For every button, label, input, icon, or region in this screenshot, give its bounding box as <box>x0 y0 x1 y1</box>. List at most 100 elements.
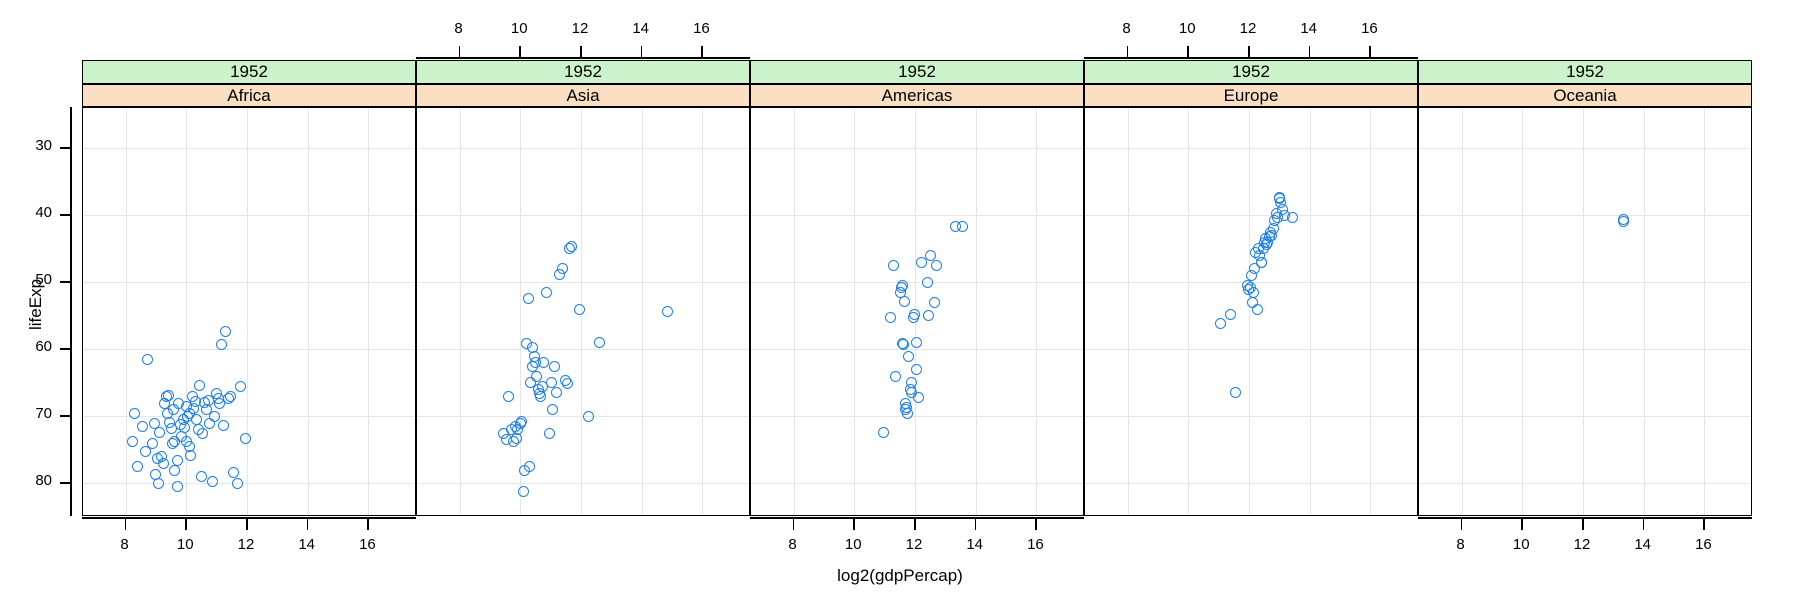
gridline-vertical <box>368 108 370 515</box>
data-point <box>132 461 144 473</box>
gridline-horizontal <box>1419 148 1751 150</box>
x-tick-label: 10 <box>844 536 862 553</box>
x-tick-mark <box>519 46 521 58</box>
x-tick-label: 14 <box>1634 536 1652 553</box>
data-point <box>888 260 900 272</box>
data-point <box>877 427 889 439</box>
x-tick-label: 8 <box>788 536 797 553</box>
strip-year: 1952 <box>750 60 1084 84</box>
data-point <box>1214 318 1226 330</box>
x-tick-mark <box>579 46 582 58</box>
strip-continent-label: Americas <box>881 85 953 105</box>
strip-year-label: 1952 <box>898 62 936 81</box>
x-tick-mark <box>853 518 855 530</box>
data-point <box>929 296 941 308</box>
data-point <box>217 420 229 432</box>
gridline-horizontal <box>83 416 415 418</box>
gridline-horizontal <box>751 349 1083 351</box>
gridline-horizontal <box>83 483 415 485</box>
strip-year-label: 1952 <box>564 62 602 81</box>
gridline-horizontal <box>417 215 749 217</box>
data-point <box>915 256 927 268</box>
strip-continent: Europe <box>1084 84 1418 107</box>
strip-continent-label: Asia <box>566 85 600 105</box>
data-point <box>551 386 563 398</box>
x-tick-label: 16 <box>1361 20 1378 37</box>
data-point <box>126 435 138 447</box>
gridline-horizontal <box>1085 416 1417 418</box>
gridline-vertical <box>793 108 795 515</box>
data-point <box>546 404 558 416</box>
y-tick-mark <box>60 281 70 283</box>
gridline-horizontal <box>751 483 1083 485</box>
data-point <box>235 380 247 392</box>
x-tick-mark <box>1035 518 1037 530</box>
data-point <box>540 286 552 298</box>
gridline-horizontal <box>1419 215 1751 217</box>
x-tick-mark <box>1187 46 1189 58</box>
x-tick-label: 16 <box>1027 536 1044 553</box>
data-point <box>1618 213 1630 225</box>
plot-panel <box>82 107 416 516</box>
data-point <box>529 357 541 369</box>
data-point <box>215 338 227 350</box>
x-tick-mark <box>792 518 795 530</box>
gridline-vertical <box>1127 108 1129 515</box>
gridline-vertical <box>1582 108 1584 515</box>
data-point <box>921 276 933 288</box>
data-point <box>208 410 220 422</box>
data-point <box>194 380 206 392</box>
x-tick-mark <box>913 518 916 530</box>
data-point <box>154 427 166 439</box>
x-tick-mark <box>1369 46 1371 58</box>
x-tick-label: 12 <box>1239 20 1257 37</box>
facet-panel: 1952 Africa <box>82 60 416 516</box>
gridline-horizontal <box>1419 282 1751 284</box>
gridline-horizontal <box>417 483 749 485</box>
gridline-vertical <box>1309 108 1311 515</box>
data-point <box>1251 303 1263 315</box>
gridline-vertical <box>975 108 977 515</box>
plot-panel <box>1418 107 1752 516</box>
x-axis-line-top <box>416 57 750 59</box>
gridline-vertical <box>1036 108 1038 515</box>
data-point <box>898 295 910 307</box>
strip-year: 1952 <box>1418 60 1752 84</box>
strip-year: 1952 <box>82 60 416 84</box>
data-point <box>169 464 181 476</box>
data-point <box>566 240 578 252</box>
x-tick-label: 14 <box>298 536 316 553</box>
data-point <box>896 280 908 292</box>
data-point <box>525 377 537 389</box>
data-point <box>912 392 924 404</box>
data-point <box>923 309 935 321</box>
data-point <box>197 428 209 440</box>
strip-continent-label: Oceania <box>1553 85 1617 105</box>
data-point <box>897 338 909 350</box>
data-point <box>535 390 547 402</box>
x-tick-label: 10 <box>1178 20 1196 37</box>
gridline-horizontal <box>417 148 749 150</box>
gridline-vertical <box>1522 108 1524 515</box>
x-tick-mark <box>1703 518 1705 530</box>
data-point <box>523 461 535 473</box>
y-tick-mark <box>60 415 70 418</box>
data-point <box>1229 386 1241 398</box>
x-tick-label: 14 <box>966 536 984 553</box>
x-tick-label: 8 <box>454 20 463 37</box>
strip-continent: Oceania <box>1418 84 1752 107</box>
x-tick-mark <box>1460 518 1463 530</box>
x-tick-mark <box>1247 46 1250 58</box>
gridline-horizontal <box>1085 215 1417 217</box>
data-point <box>924 250 936 261</box>
gridline-horizontal <box>751 282 1083 284</box>
data-point <box>1248 263 1260 275</box>
gridline-horizontal <box>417 416 749 418</box>
x-tick-mark <box>245 518 248 530</box>
x-axis-line-bottom <box>1418 517 1752 519</box>
data-point <box>956 220 968 232</box>
y-tick-label: 70 <box>35 405 52 423</box>
data-point <box>191 413 203 425</box>
x-axis-line-bottom <box>82 517 416 519</box>
facet-panel: 1952 Europe <box>1084 60 1418 516</box>
